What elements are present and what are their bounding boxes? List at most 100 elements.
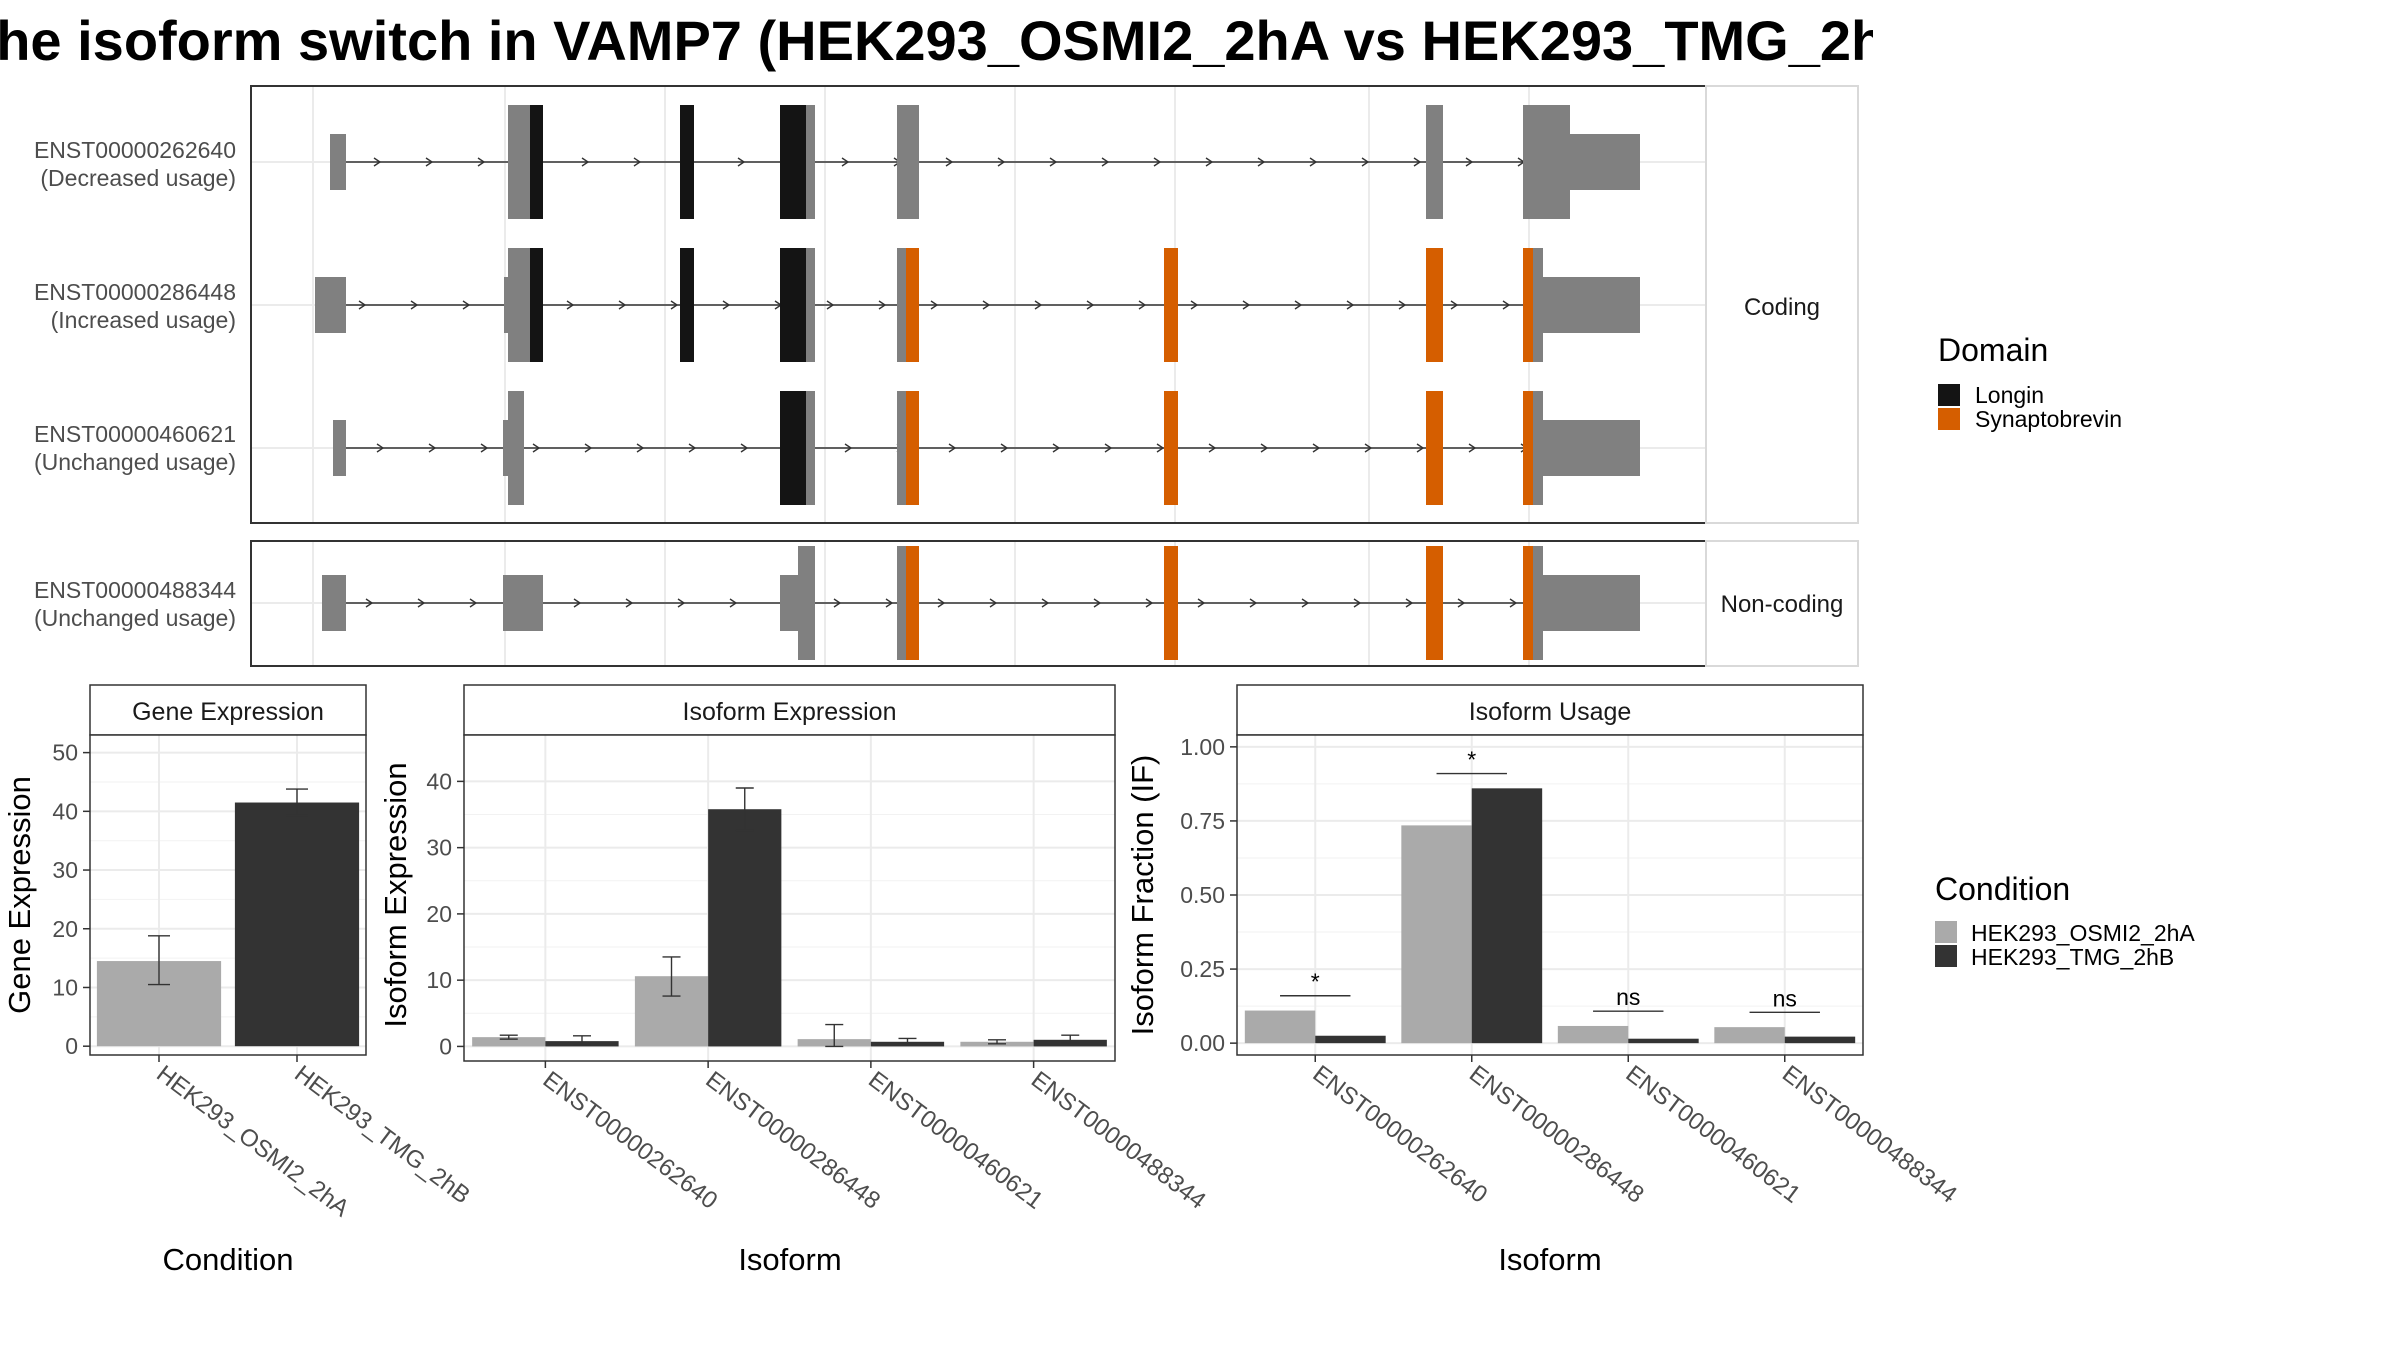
strand-arrow [722,300,731,310]
strand-arrow [532,443,541,453]
strand-arrow [1413,157,1422,167]
strand-arrow [878,300,887,310]
x-tick-label: ENST00000488344 [1026,1066,1211,1214]
noncoding-panel-transcripts [322,546,1640,660]
y-tick-label: 10 [426,967,452,993]
strand-arrow [1450,300,1459,310]
strand-arrow [1138,300,1147,310]
domain-legend: Domain Longin Synaptobrevin [1938,332,2122,432]
strand-arrow [376,443,385,453]
panel-strip [1236,684,1864,736]
exon-block [1426,248,1443,362]
coding-strip [1705,85,1859,524]
strand-arrow [826,300,835,310]
y-tick-label: 30 [52,857,78,883]
strand-arrow [425,157,434,167]
strand-arrow [1502,300,1511,310]
y-tick-label: 40 [52,798,78,824]
exon-block [1533,546,1543,660]
transcript-usage-label: (Decreased usage) [40,165,236,191]
strand-arrow [982,300,991,310]
significance-label: ns [1616,984,1640,1010]
coding-panel-transcripts [315,105,1640,505]
y-axis-title: Gene Expression [2,776,37,1014]
legend-swatch-longin [1938,384,1960,406]
strand-arrow [1049,157,1058,167]
strand-arrow [462,300,471,310]
strand-arrow [1457,598,1466,608]
coding-strip-label: Coding [1744,294,1820,321]
strand-arrow [1398,300,1407,310]
exon-block [1523,391,1533,505]
y-tick-label: 0 [65,1033,78,1059]
strand-arrow [1346,300,1355,310]
bar [1401,825,1472,1044]
exon-block [806,105,815,219]
exon-block [1533,391,1543,505]
legend-label-cond2: HEK293_TMG_2hB [1971,944,2174,970]
exon-block [1523,546,1533,660]
exon-block [1570,134,1640,190]
exon-block [1164,546,1178,660]
exon-block [680,105,694,219]
legend-swatch-cond2 [1935,945,1957,967]
exon-block [780,248,806,362]
exon-block [508,391,524,505]
strand-arrow [469,598,478,608]
exon-block [897,248,906,362]
strand-arrow [1034,300,1043,310]
transcript-usage-label: (Increased usage) [51,307,236,333]
bar [1471,788,1543,1044]
strand-arrow [1416,443,1425,453]
y-tick-label: 0.25 [1180,956,1225,982]
noncoding-strip [1705,540,1859,667]
y-tick-label: 10 [52,974,78,1000]
strand-arrow [1257,157,1266,167]
transcript-id-label: ENST00000286448 [34,279,236,305]
strand-arrow [365,598,374,608]
strand-arrow [1509,598,1518,608]
exon-block [508,134,530,190]
strand-arrow [573,598,582,608]
strand-arrow [1242,300,1251,310]
x-tick-label: ENST00000262640 [538,1066,723,1214]
strand-arrow [1294,300,1303,310]
exon-block [330,134,346,190]
strand-arrow [1000,443,1009,453]
exon-block [315,277,346,333]
strand-arrow [948,443,957,453]
exon-block [1533,248,1543,362]
y-tick-label: 0 [439,1033,452,1059]
strand-arrow [428,443,437,453]
strand-arrow [1041,598,1050,608]
strand-arrow [1205,157,1214,167]
y-axis-title: Isoform Fraction (IF) [1125,755,1160,1036]
transcript-id-label: ENST00000262640 [34,137,236,163]
transcript-id-label: ENST00000488344 [34,577,236,603]
transcript-panel-noncoding: Non-coding [250,540,1859,667]
exon-block [333,420,346,476]
strand-arrow [885,598,894,608]
strand-arrow [618,300,627,310]
strand-arrow [930,300,939,310]
exon-block [503,575,543,631]
strand-arrow [1249,598,1258,608]
bar [1784,1036,1856,1044]
bar [708,809,782,1047]
exon-block [906,248,919,362]
exon-block [503,420,509,476]
panel-strip-title: Isoform Expression [683,698,897,726]
exon-block [1426,546,1443,660]
exon-block [1523,248,1533,362]
exon-block [897,546,906,660]
legend-swatch-synaptobrevin [1938,408,1960,430]
strand-arrow [1364,443,1373,453]
transcript-panel-coding: Coding [250,85,1859,524]
panel-strip-title: Isoform Usage [1469,698,1632,726]
strand-arrow [1353,598,1362,608]
exon-block [1164,391,1178,505]
strand-arrow [1156,443,1165,453]
y-tick-label: 20 [52,916,78,942]
strand-arrow [844,443,853,453]
